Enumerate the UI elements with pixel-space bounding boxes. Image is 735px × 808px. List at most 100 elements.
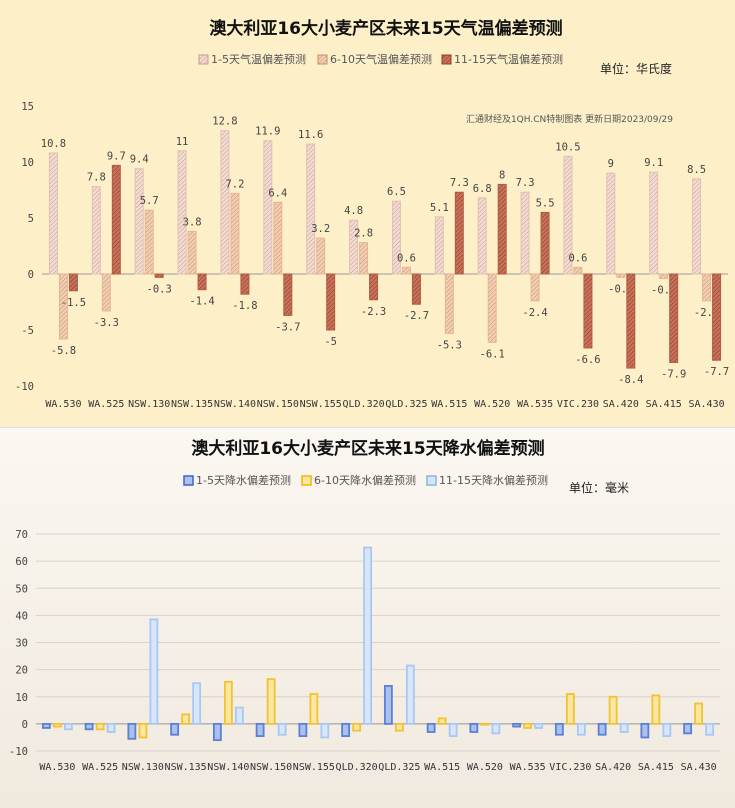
bar-temp-s1-SA.430 [692, 178, 702, 275]
bar-temp-s3-WA.520 [497, 183, 507, 275]
y-tick-label: -10 [9, 746, 28, 758]
y-tick-label: -10 [15, 381, 34, 393]
bar-temp-s1-QLD.320 [349, 219, 359, 275]
bar-rain-s3-QLD.325 [405, 664, 415, 725]
data-label-temp-s3: 5.5 [536, 197, 555, 209]
y-tick-label: 50 [15, 583, 28, 595]
y-tick-label: 40 [15, 610, 28, 622]
bar-rain-s1-NSW.140 [212, 722, 222, 742]
data-label-temp-s3: -7.9 [661, 368, 686, 380]
bar-rain-s1-VIC.230 [554, 722, 564, 736]
data-label-temp-s1: 9.1 [644, 157, 663, 169]
bar-temp-s3-WA.535 [540, 211, 550, 275]
data-label-temp-s3: -7.7 [704, 366, 729, 378]
y-tick-label: 30 [15, 638, 28, 650]
data-label-temp-s2: 3.8 [183, 216, 202, 228]
data-label-temp-s2: -3.3 [94, 317, 119, 329]
bar-temp-s3-QLD.325 [411, 273, 421, 305]
bar-temp-s2-WA.525 [101, 273, 111, 312]
bar-rain-s1-SA.420 [597, 722, 607, 736]
x-category-label: NSW.155 [300, 399, 342, 410]
bar-temp-s3-NSW.130 [154, 273, 164, 278]
legend-swatch-temp-6-10 [317, 54, 328, 65]
y-tick-label: 0 [22, 719, 28, 731]
bar-temp-s1-SA.415 [649, 171, 659, 275]
data-label-temp-s3: -1.8 [232, 300, 257, 312]
legend-label-temp-6-10: 6-10天气温偏差预测 [330, 52, 432, 66]
data-label-temp-s1: 9 [608, 158, 614, 170]
data-label-temp-s3: -1.5 [61, 297, 86, 309]
temperature-source-note: 汇通财经及1QH.CN特制图表 更新日期2023/09/29 [466, 113, 673, 125]
x-category-label: SA.430 [681, 762, 717, 773]
x-category-label: SA.415 [638, 762, 674, 773]
x-category-label: VIC.230 [549, 762, 591, 773]
y-tick-label: -5 [21, 325, 34, 337]
x-category-label: QLD.320 [336, 762, 378, 773]
data-label-temp-s3: -8.4 [618, 374, 643, 386]
data-label-temp-s2: 3.2 [311, 223, 330, 235]
bar-temp-s2-WA.515 [444, 273, 454, 334]
bar-rain-s3-NSW.135 [192, 682, 202, 725]
bar-rain-s2-NSW.140 [223, 680, 233, 725]
bar-temp-s1-SA.420 [606, 172, 616, 275]
x-category-label: WA.515 [424, 762, 460, 773]
precipitation-chart-panel: 澳大利亚16大小麦产区未来15天降水偏差预测 1-5天降水偏差预测 6-10天降… [0, 427, 735, 808]
y-tick-label: 15 [21, 101, 34, 113]
bar-rain-s1-NSW.150 [255, 722, 265, 737]
temperature-chart: 澳大利亚16大小麦产区未来15天气温偏差预测 1-5天气温偏差预测 6-10天气… [15, 18, 729, 410]
data-label-temp-s3: -5 [324, 336, 337, 348]
data-label-temp-s2: 2.8 [354, 228, 373, 240]
precipitation-chart: 澳大利亚16大小麦产区未来15天降水偏差预测 1-5天降水偏差预测 6-10天降… [9, 438, 720, 773]
data-label-temp-s1: 10.8 [41, 138, 66, 150]
y-tick-label: 60 [15, 556, 28, 568]
data-label-temp-s1: 11.9 [255, 126, 280, 138]
x-category-label: WA.515 [431, 399, 467, 410]
precipitation-unit-label: 单位：毫米 [569, 480, 629, 495]
legend-swatch-temp-11-15 [441, 54, 452, 65]
bar-temp-s2-NSW.150 [273, 201, 283, 275]
legend-label-rain-1-5: 1-5天降水偏差预测 [196, 473, 291, 487]
bar-rain-s1-WA.525 [84, 722, 94, 731]
bar-rain-s3-SA.430 [705, 722, 715, 736]
bar-rain-s3-NSW.155 [320, 722, 330, 739]
bar-rain-s3-NSW.140 [234, 706, 244, 725]
x-category-label: NSW.135 [171, 399, 213, 410]
y-tick-label: 0 [28, 269, 34, 281]
bar-temp-s3-SA.430 [712, 273, 722, 361]
data-label-temp-s1: 8.5 [687, 164, 706, 176]
x-category-label: NSW.135 [165, 762, 207, 773]
bar-rain-s3-SA.415 [662, 722, 672, 737]
data-label-temp-s1: 10.5 [555, 141, 580, 153]
bar-temp-s3-NSW.155 [326, 273, 336, 331]
bar-rain-s2-SA.430 [694, 702, 704, 725]
bar-temp-s1-NSW.150 [263, 140, 273, 275]
x-category-label: NSW.150 [257, 399, 299, 410]
bar-rain-s2-SA.415 [651, 694, 661, 725]
bar-rain-s1-NSW.155 [298, 722, 308, 737]
data-label-temp-s2: -2.4 [522, 307, 547, 319]
bar-temp-s2-WA.530 [58, 273, 68, 340]
data-label-temp-s2: -5.8 [51, 345, 76, 357]
bar-rain-s1-QLD.320 [341, 722, 351, 737]
data-label-temp-s2: 6.4 [268, 187, 287, 199]
data-label-temp-s1: 5.1 [430, 202, 449, 214]
bar-rain-s2-QLD.325 [394, 722, 404, 732]
legend-swatch-rain-1-5 [183, 475, 194, 486]
bar-rain-s2-NSW.135 [181, 713, 191, 725]
bar-rain-s3-QLD.320 [363, 546, 373, 725]
bar-rain-s2-NSW.130 [138, 722, 148, 739]
legend-swatch-rain-11-15 [426, 475, 437, 486]
x-category-label: NSW.130 [128, 399, 170, 410]
bar-rain-s1-SA.415 [640, 722, 650, 739]
bar-rain-s1-WA.530 [41, 722, 51, 729]
bar-rain-s3-WA.525 [106, 722, 116, 733]
bar-rain-s2-SA.420 [608, 695, 618, 725]
bar-temp-s3-WA.525 [111, 164, 121, 275]
bar-rain-s3-WA.530 [63, 722, 73, 731]
x-category-label: NSW.140 [214, 399, 256, 410]
data-label-temp-s2: -6.1 [480, 348, 505, 360]
bar-temp-s3-QLD.320 [369, 273, 379, 301]
bar-temp-s3-NSW.140 [240, 273, 250, 295]
bar-rain-s3-SA.420 [619, 722, 629, 733]
